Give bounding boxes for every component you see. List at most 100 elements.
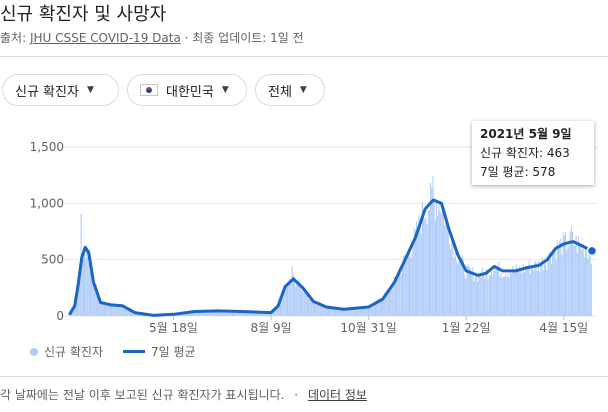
period-dropdown[interactable]: 전체 ▼	[255, 74, 325, 106]
case-bar	[576, 252, 578, 316]
case-bar	[425, 217, 427, 316]
case-bar	[417, 231, 419, 316]
case-bar	[126, 307, 128, 316]
case-bar	[231, 312, 233, 316]
case-bar	[506, 277, 508, 316]
case-bar	[229, 311, 231, 316]
case-bar	[261, 311, 263, 316]
case-bar	[492, 275, 494, 316]
case-bar	[220, 310, 222, 316]
metric-dropdown[interactable]: 신규 확진자 ▼	[2, 74, 119, 106]
case-bar	[468, 266, 470, 316]
case-bar	[233, 310, 235, 316]
case-bar	[562, 231, 564, 316]
case-bar	[495, 267, 497, 316]
case-bar	[552, 251, 554, 316]
case-bar	[563, 235, 565, 316]
case-bar	[222, 311, 224, 316]
case-bar	[228, 311, 230, 316]
case-bar	[224, 310, 226, 316]
case-bar	[338, 309, 340, 316]
case-bar	[534, 260, 536, 316]
case-bar	[542, 270, 544, 316]
case-bar	[302, 286, 304, 316]
case-bar	[351, 309, 353, 316]
header-divider	[0, 56, 608, 57]
case-bar	[345, 310, 347, 316]
case-bar	[100, 300, 102, 316]
case-bar	[364, 306, 366, 316]
case-bar	[116, 305, 118, 316]
case-bar	[132, 311, 134, 316]
x-tick-label: 4월 15일	[539, 321, 588, 335]
case-bar	[528, 260, 530, 316]
case-bar	[447, 228, 449, 316]
case-bar	[454, 245, 456, 316]
case-bar	[245, 312, 247, 316]
case-bar	[199, 311, 201, 316]
case-bar	[505, 273, 507, 316]
case-bar	[371, 305, 373, 316]
case-bar	[201, 311, 203, 316]
case-bar	[352, 307, 354, 316]
case-bar	[511, 273, 513, 316]
chart-legend: 신규 확진자 7일 평균	[30, 343, 196, 360]
case-bar	[312, 301, 314, 316]
case-bar	[311, 302, 313, 316]
case-bar	[339, 309, 341, 316]
metric-dropdown-label: 신규 확진자	[15, 84, 79, 100]
case-bar	[111, 305, 113, 316]
case-bar	[277, 304, 279, 316]
chevron-down-icon: ▼	[299, 85, 307, 95]
case-bar	[367, 307, 369, 316]
case-bar	[348, 309, 350, 316]
case-bar	[502, 276, 504, 316]
case-bar	[376, 301, 378, 316]
case-bar	[451, 238, 453, 316]
case-bar	[399, 268, 401, 316]
case-bar	[118, 306, 120, 316]
case-bar	[419, 225, 421, 316]
case-bar	[560, 238, 562, 316]
case-bar	[329, 307, 331, 316]
case-bar	[556, 240, 558, 316]
case-bar	[95, 284, 97, 316]
average-line	[68, 198, 594, 317]
case-bar	[92, 275, 94, 316]
case-bar	[230, 311, 232, 316]
region-dropdown[interactable]: 대한민국 ▼	[127, 74, 247, 106]
case-bar	[538, 261, 540, 316]
case-bar	[325, 307, 327, 316]
case-bar	[242, 311, 244, 316]
case-bar	[197, 310, 199, 316]
case-bar	[475, 273, 477, 316]
case-bar	[208, 310, 210, 316]
case-bar	[258, 312, 260, 316]
footer: 각 날짜에는 전날 이후 보고된 신규 확진자가 표시됩니다. · 데이터 정보	[0, 386, 367, 403]
case-bar	[318, 304, 320, 316]
case-bar	[211, 311, 213, 316]
y-tick-label: 0	[56, 309, 64, 323]
case-bar	[209, 311, 211, 316]
case-bar	[393, 276, 395, 316]
case-bar	[323, 304, 325, 316]
case-bar	[460, 258, 462, 316]
case-bar	[236, 311, 238, 316]
case-bar	[81, 261, 83, 316]
source-link[interactable]: JHU CSSE COVID-19 Data	[29, 31, 181, 45]
case-bar	[214, 311, 216, 316]
case-bar	[353, 307, 355, 316]
case-bar	[369, 304, 371, 316]
case-bar	[112, 304, 114, 316]
case-bar	[278, 302, 280, 316]
case-bar	[128, 308, 130, 316]
case-bar	[565, 232, 567, 316]
case-bar	[186, 312, 188, 316]
case-bar	[250, 312, 252, 316]
case-bar	[413, 228, 415, 316]
case-bar	[188, 311, 190, 316]
case-bar	[411, 253, 413, 316]
case-bar	[437, 215, 439, 316]
data-info-link[interactable]: 데이터 정보	[307, 388, 367, 402]
cases-chart[interactable]: 0 500 1,000 1,500 5월 18일 8월 9일 10월 31일 1월 22일 4월…	[0, 120, 608, 336]
